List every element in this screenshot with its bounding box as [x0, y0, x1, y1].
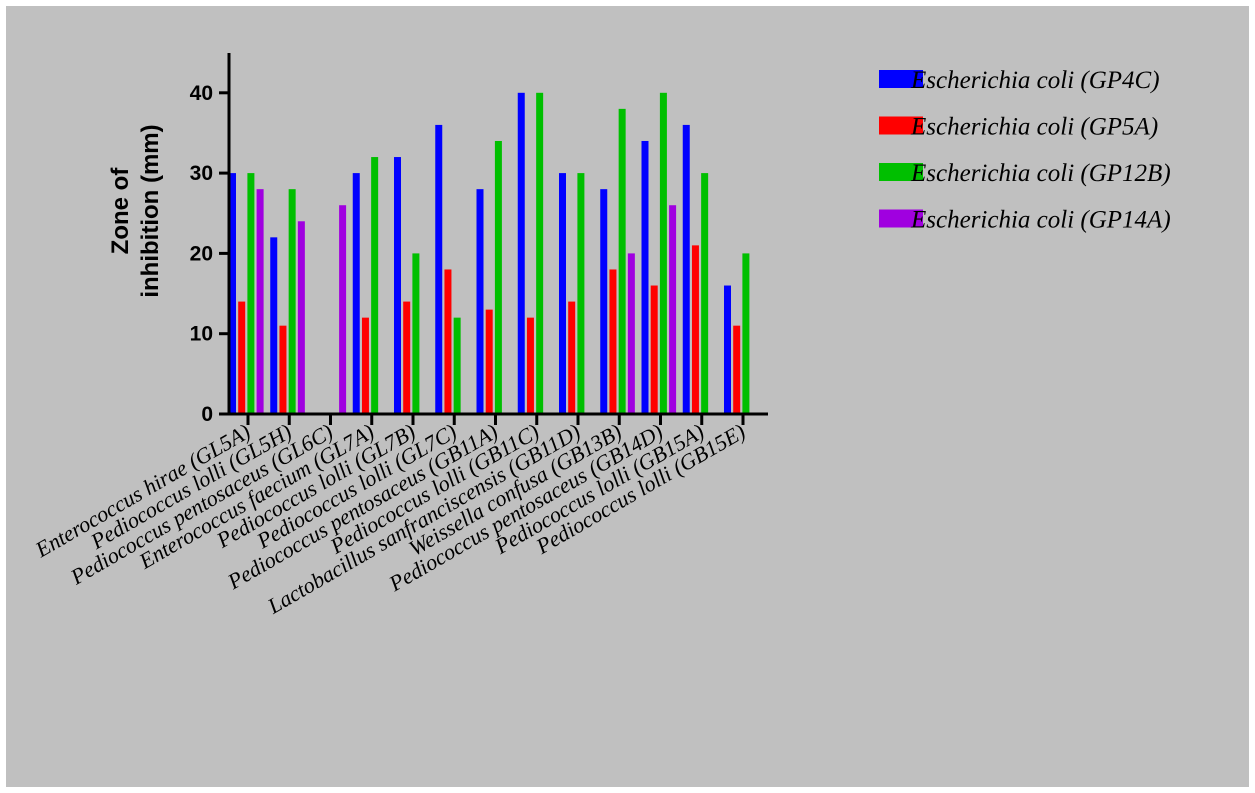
- bar-10-series-2: [609, 269, 617, 414]
- legend-label-1: Escherichia coli (GP4C): [910, 67, 1160, 94]
- bar-5-series-1: [394, 157, 401, 415]
- bar-6-series-2: [444, 269, 452, 414]
- chart-panel: Zone of inhibition (mm) 0 10 20 30 40 Enteroc…: [6, 6, 1249, 787]
- bar-9-series-3: [577, 173, 585, 414]
- y-tick-label-40: 40: [190, 82, 213, 105]
- bar-10-series-4: [627, 253, 635, 414]
- bar-2-series-1: [270, 237, 278, 414]
- bar-12-series-3: [701, 173, 709, 414]
- y-axis-title-line-2: inhibition (mm): [137, 124, 164, 297]
- bar-6-series-3: [453, 317, 461, 414]
- bar-3-series-4: [339, 205, 347, 414]
- y-tick-label-10: 10: [190, 323, 213, 346]
- legend-label-4: Escherichia coli (GP14A): [910, 207, 1171, 234]
- bar-1-series-3: [247, 173, 255, 414]
- bar-7-series-1: [476, 189, 484, 414]
- bar-1-series-2: [238, 301, 246, 414]
- legend-swatch-4: [879, 209, 923, 228]
- y-tick-label-30: 30: [190, 162, 213, 185]
- bar-1-series-1: [229, 173, 236, 414]
- bar-1-series-4: [256, 189, 264, 414]
- bar-2-series-3: [288, 189, 296, 414]
- y-axis-title-line-1: Zone of: [107, 167, 134, 255]
- bar-11-series-3: [659, 92, 667, 415]
- y-tick-label-0: 0: [201, 403, 213, 426]
- legend-swatch-1: [879, 70, 923, 88]
- legend-swatch-3: [879, 163, 923, 181]
- bar-2-series-2: [279, 325, 287, 414]
- y-tick-label-20: 20: [190, 242, 213, 265]
- bar-chart: Zone of inhibition (mm) 0 10 20 30 40 Enteroc…: [30, 53, 1171, 619]
- bar-2-series-4: [297, 221, 305, 414]
- bar-12-series-2: [691, 245, 699, 414]
- bar-11-series-2: [650, 285, 658, 414]
- bar-10-series-1: [600, 189, 608, 414]
- bar-9-series-2: [568, 301, 576, 414]
- x-ticks-group: Enterococcus hirae (GL5A)Pediococcus lol…: [30, 414, 750, 619]
- bar-12-series-1: [682, 124, 690, 415]
- bar-7-series-3: [494, 140, 502, 415]
- y-axis-title: Zone of inhibition (mm): [107, 124, 164, 297]
- bar-5-series-2: [403, 301, 411, 414]
- y-ticks-group: 0 10 20 30 40: [190, 82, 229, 426]
- bar-7-series-2: [485, 309, 493, 414]
- legend-label-3: Escherichia coli (GP12B): [910, 160, 1171, 187]
- bar-11-series-4: [669, 205, 677, 414]
- bars-group: [229, 92, 750, 415]
- bar-13-series-2: [733, 325, 741, 414]
- bar-6-series-1: [435, 124, 443, 415]
- bar-13-series-1: [724, 285, 731, 414]
- bar-9-series-1: [559, 173, 566, 414]
- bar-13-series-3: [742, 253, 750, 414]
- bar-10-series-3: [618, 108, 626, 415]
- bar-4-series-1: [352, 173, 360, 414]
- bar-11-series-1: [641, 140, 649, 415]
- bar-8-series-1: [517, 92, 525, 415]
- legend-label-2: Escherichia coli (GP5A): [910, 114, 1158, 141]
- bar-4-series-2: [361, 317, 369, 414]
- bar-8-series-3: [536, 92, 544, 415]
- legend-swatch-2: [879, 116, 923, 135]
- y-axis-label: Zone of inhibition (mm): [107, 124, 164, 297]
- axes-group: [227, 53, 768, 416]
- bar-5-series-3: [412, 253, 420, 414]
- bar-4-series-3: [371, 157, 379, 415]
- bar-8-series-2: [526, 317, 534, 414]
- legend: Escherichia coli (GP4C) Escherichia coli …: [879, 67, 1171, 234]
